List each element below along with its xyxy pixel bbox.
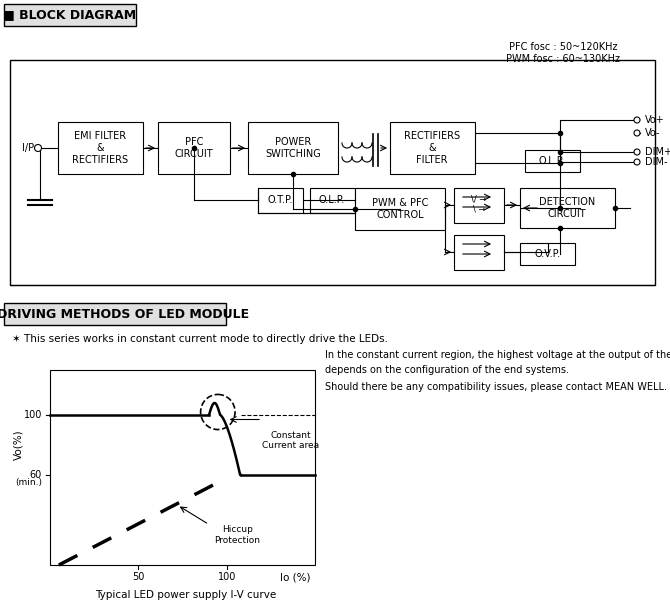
Bar bbox=[520, 188, 615, 228]
Text: Hiccup
Protection: Hiccup Protection bbox=[214, 525, 261, 545]
Bar bbox=[258, 188, 303, 213]
Text: Vo+: Vo+ bbox=[645, 115, 665, 125]
Circle shape bbox=[634, 159, 640, 165]
Text: EMI FILTER
&
RECTIFIERS: EMI FILTER & RECTIFIERS bbox=[72, 131, 128, 165]
Text: Constant
Current area: Constant Current area bbox=[262, 431, 319, 450]
FancyBboxPatch shape bbox=[4, 303, 226, 325]
Bar bbox=[454, 235, 504, 270]
Text: Vo-: Vo- bbox=[645, 128, 661, 138]
Bar bbox=[525, 150, 580, 172]
Bar bbox=[355, 188, 445, 230]
Text: PFC
CIRCUIT: PFC CIRCUIT bbox=[175, 137, 213, 159]
Text: depends on the configuration of the end systems.: depends on the configuration of the end … bbox=[325, 365, 569, 375]
Bar bbox=[390, 122, 475, 174]
Circle shape bbox=[634, 130, 640, 136]
Text: Vo(%): Vo(%) bbox=[13, 429, 23, 461]
Text: ✶ This series works in constant current mode to directly drive the LEDs.: ✶ This series works in constant current … bbox=[12, 334, 388, 344]
Text: 100: 100 bbox=[23, 410, 42, 420]
Text: ■ DRIVING METHODS OF LED MODULE: ■ DRIVING METHODS OF LED MODULE bbox=[0, 307, 249, 320]
Text: PWM & PFC
CONTROL: PWM & PFC CONTROL bbox=[372, 198, 428, 220]
FancyBboxPatch shape bbox=[4, 4, 136, 26]
Text: O.L.P.: O.L.P. bbox=[539, 156, 565, 166]
Text: Should there be any compatibility issues, please contact MEAN WELL.: Should there be any compatibility issues… bbox=[325, 382, 667, 392]
Text: In the constant current region, the highest voltage at the output of the driver: In the constant current region, the high… bbox=[325, 350, 670, 360]
Text: POWER
SWITCHING: POWER SWITCHING bbox=[265, 137, 321, 159]
Text: (min.): (min.) bbox=[15, 478, 42, 487]
Text: 50: 50 bbox=[132, 572, 145, 582]
Circle shape bbox=[34, 145, 42, 151]
Text: O.V.P.: O.V.P. bbox=[535, 249, 561, 259]
Bar bbox=[10, 60, 655, 285]
Bar bbox=[248, 122, 338, 174]
Circle shape bbox=[634, 117, 640, 123]
Text: I/P: I/P bbox=[22, 143, 34, 153]
Bar bbox=[158, 122, 230, 174]
Text: 60: 60 bbox=[29, 470, 42, 480]
Text: O.L.P.: O.L.P. bbox=[319, 195, 345, 205]
Text: Io (%): Io (%) bbox=[279, 572, 310, 582]
Bar bbox=[454, 188, 504, 223]
Text: RECTIFIERS
&
FILTER: RECTIFIERS & FILTER bbox=[404, 131, 460, 165]
Text: \/ →
\ →: \/ → \ → bbox=[471, 195, 486, 214]
Bar bbox=[520, 243, 575, 265]
Text: ■ BLOCK DIAGRAM: ■ BLOCK DIAGRAM bbox=[3, 9, 137, 21]
Text: PFC fosc : 50~120KHz
PWM fosc : 60~130KHz: PFC fosc : 50~120KHz PWM fosc : 60~130KH… bbox=[506, 42, 620, 63]
Text: Typical LED power supply I-V curve: Typical LED power supply I-V curve bbox=[95, 590, 276, 600]
Text: DIM-: DIM- bbox=[645, 157, 667, 167]
Text: DETECTION
CIRCUIT: DETECTION CIRCUIT bbox=[539, 197, 595, 219]
Text: O.T.P.: O.T.P. bbox=[267, 195, 293, 205]
Bar bbox=[58, 122, 143, 174]
Text: DIM+: DIM+ bbox=[645, 147, 670, 157]
Text: 100: 100 bbox=[218, 572, 236, 582]
Bar bbox=[310, 188, 355, 213]
Bar bbox=[50, 370, 315, 565]
Circle shape bbox=[634, 149, 640, 155]
